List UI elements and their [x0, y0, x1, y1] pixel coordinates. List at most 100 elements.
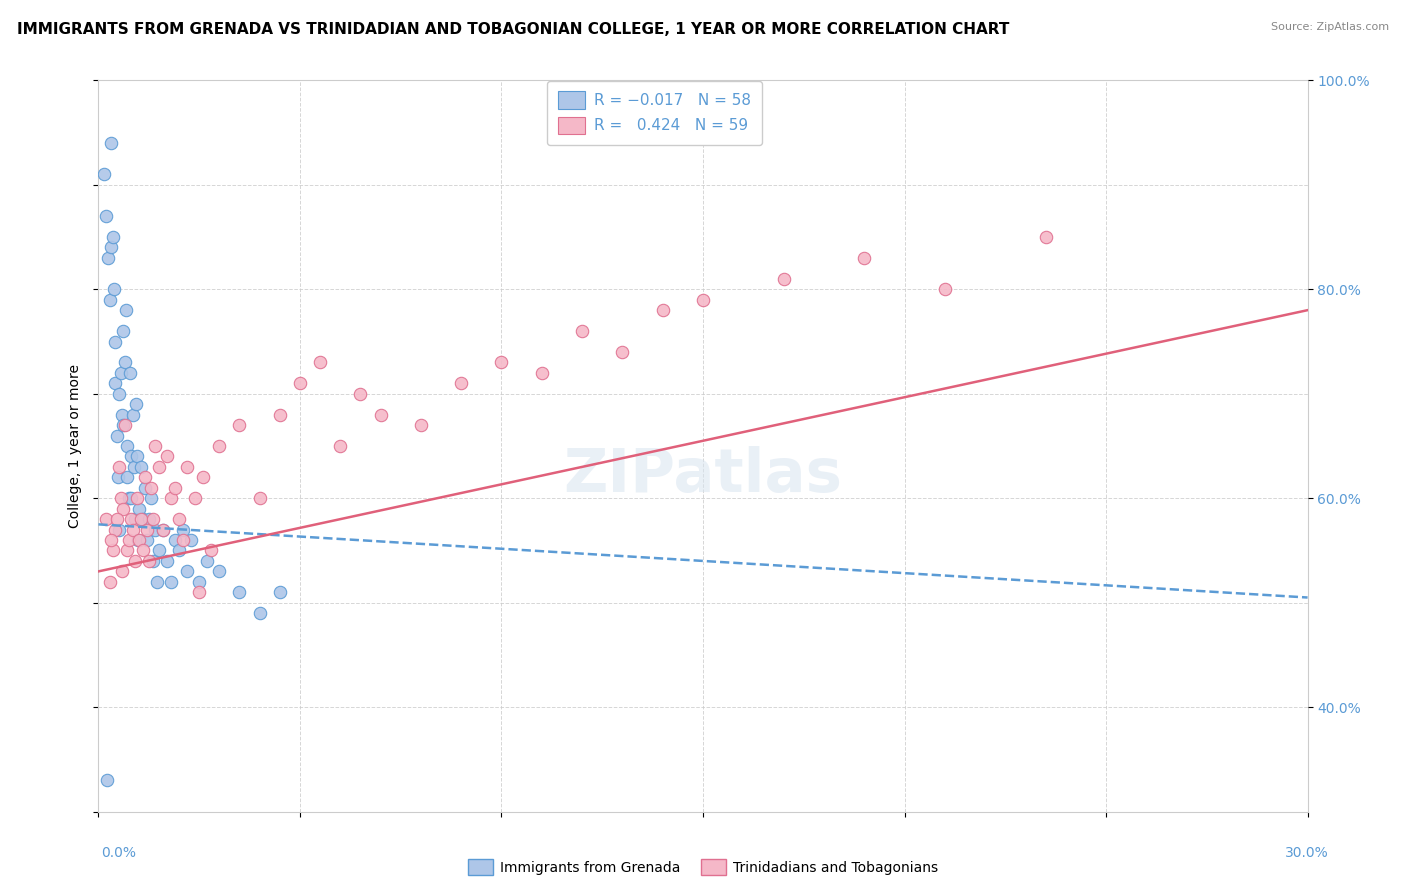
- Point: [152, 523, 174, 537]
- Point: [103, 282, 125, 296]
- Point: [934, 282, 956, 296]
- Point: [125, 491, 148, 506]
- Point: [121, 491, 143, 506]
- Point: [228, 418, 250, 433]
- Point: [772, 272, 794, 286]
- Point: [269, 408, 291, 422]
- Point: [156, 554, 179, 568]
- Point: [103, 334, 125, 349]
- Point: [105, 428, 128, 442]
- Point: [163, 533, 186, 547]
- Point: [200, 543, 222, 558]
- Point: [120, 450, 142, 464]
- Point: [101, 230, 124, 244]
- Point: [94, 209, 117, 223]
- Point: [269, 585, 291, 599]
- Text: 30.0%: 30.0%: [1285, 846, 1329, 860]
- Point: [129, 459, 152, 474]
- Point: [139, 491, 162, 506]
- Point: [135, 533, 157, 547]
- Point: [98, 574, 121, 589]
- Point: [167, 512, 190, 526]
- Point: [121, 523, 143, 537]
- Point: [163, 481, 186, 495]
- Point: [134, 481, 156, 495]
- Point: [193, 470, 215, 484]
- Point: [176, 565, 198, 579]
- Point: [107, 470, 129, 484]
- Point: [142, 554, 165, 568]
- Point: [249, 491, 271, 506]
- Point: [160, 574, 183, 589]
- Point: [124, 397, 146, 411]
- Point: [96, 512, 118, 526]
- Point: [114, 418, 136, 433]
- Point: [104, 376, 127, 391]
- Point: [184, 491, 207, 506]
- Point: [160, 491, 183, 506]
- Point: [96, 773, 118, 788]
- Point: [128, 533, 150, 547]
- Point: [127, 533, 149, 547]
- Text: ZIPatlas: ZIPatlas: [564, 446, 842, 505]
- Point: [180, 533, 202, 547]
- Point: [134, 470, 156, 484]
- Point: [100, 533, 122, 547]
- Point: [115, 439, 138, 453]
- Point: [118, 366, 141, 380]
- Point: [143, 439, 166, 453]
- Point: [288, 376, 311, 391]
- Point: [125, 450, 148, 464]
- Text: IMMIGRANTS FROM GRENADA VS TRINIDADIAN AND TOBAGONIAN COLLEGE, 1 YEAR OR MORE CO: IMMIGRANTS FROM GRENADA VS TRINIDADIAN A…: [17, 22, 1010, 37]
- Point: [651, 303, 673, 318]
- Point: [135, 523, 157, 537]
- Point: [188, 585, 211, 599]
- Point: [146, 574, 169, 589]
- Point: [118, 533, 141, 547]
- Point: [120, 512, 142, 526]
- Point: [111, 408, 134, 422]
- Point: [571, 324, 593, 338]
- Point: [249, 606, 271, 620]
- Point: [114, 355, 136, 369]
- Point: [309, 355, 332, 369]
- Point: [93, 167, 115, 181]
- Point: [107, 523, 129, 537]
- Point: [172, 523, 194, 537]
- Point: [110, 366, 132, 380]
- Point: [112, 324, 135, 338]
- Point: [104, 523, 127, 537]
- Point: [612, 345, 634, 359]
- Point: [132, 543, 155, 558]
- Point: [128, 501, 150, 516]
- Point: [853, 251, 876, 265]
- Point: [101, 543, 124, 558]
- Point: [188, 574, 211, 589]
- Point: [152, 523, 174, 537]
- Point: [143, 523, 166, 537]
- Legend: R = −0.017   N = 58, R =   0.424   N = 59: R = −0.017 N = 58, R = 0.424 N = 59: [547, 80, 762, 145]
- Point: [167, 543, 190, 558]
- Point: [111, 565, 134, 579]
- Point: [156, 450, 179, 464]
- Point: [139, 481, 162, 495]
- Point: [349, 386, 371, 401]
- Point: [142, 512, 165, 526]
- Point: [110, 491, 132, 506]
- Point: [530, 366, 553, 380]
- Point: [491, 355, 513, 369]
- Point: [107, 459, 129, 474]
- Point: [370, 408, 392, 422]
- Text: 0.0%: 0.0%: [101, 846, 136, 860]
- Point: [329, 439, 352, 453]
- Legend: Immigrants from Grenada, Trinidadians and Tobagonians: Immigrants from Grenada, Trinidadians an…: [463, 854, 943, 880]
- Point: [111, 418, 134, 433]
- Point: [100, 240, 122, 254]
- Point: [124, 554, 146, 568]
- Point: [692, 293, 714, 307]
- Point: [148, 459, 170, 474]
- Point: [132, 512, 155, 526]
- Point: [111, 501, 134, 516]
- Point: [108, 386, 131, 401]
- Point: [172, 533, 194, 547]
